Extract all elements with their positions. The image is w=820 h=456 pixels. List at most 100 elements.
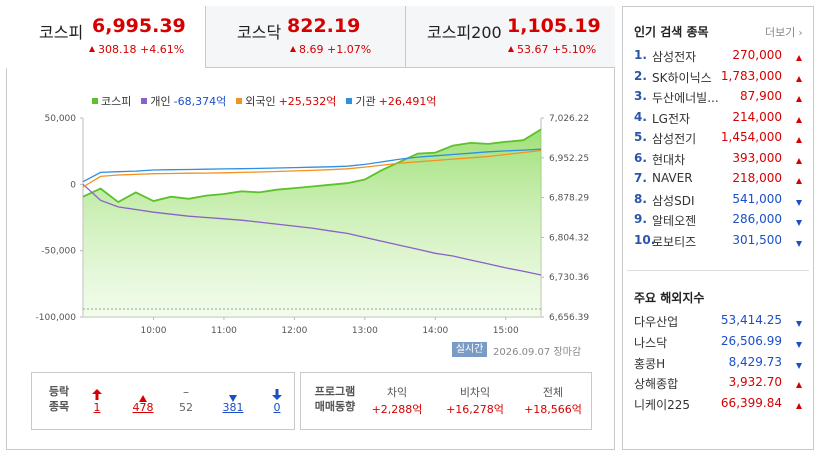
legend-kospi-label: 코스피 <box>101 95 132 108</box>
legend-foreign-swatch <box>236 98 243 104</box>
stock-name[interactable]: 로보티즈 <box>652 234 697 249</box>
tab-kospi200[interactable]: 코스피200 1,105.19 53.67 +5.10% <box>405 6 615 68</box>
overseas-index-row[interactable]: 나스닥 26,506.99 <box>634 331 804 351</box>
x-tick-label: 12:00 <box>281 326 307 336</box>
left-tick-label: 50,000 <box>45 114 77 124</box>
index-price: 26,506.99 <box>720 333 782 348</box>
up-triangle-icon <box>796 116 802 123</box>
down-triangle-icon <box>796 362 802 369</box>
up-triangle-icon <box>796 55 802 61</box>
stock-price: 1,454,000 <box>720 130 782 144</box>
index-name[interactable]: 다우산업 <box>634 315 679 329</box>
stock-price: 1,783,000 <box>720 68 782 83</box>
legend-institution-swatch <box>346 98 353 104</box>
overseas-index-row[interactable]: 다우산업 53,414.25 <box>634 310 804 330</box>
foreign-line <box>82 149 542 188</box>
down-triangle-icon <box>796 321 802 327</box>
up-count[interactable]: 478 <box>132 401 154 414</box>
program-arbitrage-value: +2,288억 <box>371 403 423 416</box>
updown-count-box: 등락 종목 – 1 478 52 381 0 <box>31 372 295 430</box>
program-total-value: +18,566억 <box>524 403 582 416</box>
stock-name[interactable]: 삼성전자 <box>652 50 697 64</box>
unchanged-icon: – <box>183 385 189 399</box>
tab-kospi200-name: 코스피200 <box>427 23 502 42</box>
index-name[interactable]: 니케이225 <box>634 398 691 413</box>
right-tick-label: 7,026.22 <box>549 114 589 124</box>
overseas-index-title: 주요 해외지수 <box>634 291 705 305</box>
stock-price: 393,000 <box>732 150 782 165</box>
tab-kosdaq[interactable]: 코스닥 822.19 8.69 +1.07% <box>205 6 405 68</box>
stock-name[interactable]: LG전자 <box>652 111 691 126</box>
popular-stock-row[interactable]: 4. LG전자 214,000 <box>634 107 804 127</box>
x-tick-label: 13:00 <box>352 326 378 336</box>
kospi-area <box>83 129 541 317</box>
stock-name[interactable]: 삼성SDI <box>652 193 695 208</box>
legend-kospi-swatch <box>92 98 98 104</box>
popular-stock-row[interactable]: 5. 삼성전기 1,454,000 <box>634 127 804 147</box>
stock-name[interactable]: 삼성전기 <box>652 132 697 146</box>
limit-up-count[interactable]: 1 <box>93 401 101 414</box>
stock-name[interactable]: 알테오젠 <box>652 214 697 228</box>
right-tick-label: 6,878.29 <box>549 194 589 204</box>
rank-number: 10. <box>634 232 656 247</box>
overseas-index-row[interactable]: 니케이225 66,399.84 <box>634 393 804 413</box>
rank-number: 2. <box>634 68 647 83</box>
popular-stock-row[interactable]: 10. 로보티즈 301,500 <box>634 230 804 250</box>
stock-name[interactable]: NAVER <box>652 171 693 185</box>
overseas-index-row[interactable]: 홍콩H 8,429.73 <box>634 352 804 372</box>
up-triangle-icon <box>796 157 802 164</box>
index-name[interactable]: 상해종합 <box>634 377 679 392</box>
stock-price: 270,000 <box>732 48 782 62</box>
legend-individual-value: -68,374억 <box>173 95 227 108</box>
divider <box>627 270 809 271</box>
tab-kospi-name: 코스피 <box>39 23 84 42</box>
limit-down-count[interactable]: 0 <box>273 401 281 414</box>
legend-individual-label: 개인 <box>150 95 171 108</box>
tab-kospi[interactable]: 코스피 6,995.39 308.18 +4.61% <box>6 6 205 68</box>
right-tick-label: 6,952.25 <box>549 154 589 164</box>
side-panel <box>622 6 814 450</box>
up-triangle-icon <box>290 46 296 52</box>
tab-kospi-change: 308.18 +4.61% <box>89 43 184 56</box>
stock-name[interactable]: SK하이닉스 <box>652 70 712 85</box>
institution-line <box>82 148 542 183</box>
down-triangle-icon <box>226 387 240 406</box>
legend-foreign-value: +25,532억 <box>278 95 337 108</box>
rank-number: 1. <box>634 48 647 62</box>
popular-stock-row[interactable]: 2. SK하이닉스 1,783,000 <box>634 66 804 86</box>
legend-individual-swatch <box>141 98 148 104</box>
stock-name[interactable]: 두산에너빌... <box>652 91 719 105</box>
tab-kospi-value: 6,995.39 <box>92 15 186 37</box>
popular-stock-row[interactable]: 9. 알테오젠 286,000 <box>634 209 804 229</box>
popular-stock-row[interactable]: 6. 현대차 393,000 <box>634 148 804 168</box>
up-triangle-icon <box>796 75 802 82</box>
index-name[interactable]: 홍콩H <box>634 356 666 371</box>
down-triangle-icon <box>796 199 802 206</box>
rank-number: 6. <box>634 150 647 165</box>
popular-stock-row[interactable]: 7. NAVER 218,000 <box>634 168 804 188</box>
tab-kospi200-value: 1,105.19 <box>507 15 601 37</box>
more-link[interactable]: 더보기 › <box>765 26 803 39</box>
popular-stock-row[interactable]: 1. 삼성전자 270,000 <box>634 45 804 65</box>
tab-kospi200-change: 53.67 +5.10% <box>508 43 596 56</box>
popular-stock-row[interactable]: 8. 삼성SDI 541,000 <box>634 189 804 209</box>
index-price: 3,932.70 <box>728 375 782 390</box>
down-count[interactable]: 381 <box>222 401 244 414</box>
overseas-index-row[interactable]: 상해종합 3,932.70 <box>634 372 804 392</box>
unchanged-count: 52 <box>179 401 193 414</box>
down-triangle-icon <box>796 240 802 247</box>
left-tick-label: -100,000 <box>36 313 77 323</box>
up-triangle-icon <box>796 137 802 143</box>
popular-stock-row[interactable]: 3. 두산에너빌... 87,900 <box>634 86 804 106</box>
program-arbitrage-label: 차익 <box>386 386 408 399</box>
stock-name[interactable]: 현대차 <box>652 152 686 167</box>
index-name[interactable]: 나스닥 <box>634 335 668 350</box>
x-tick-label: 14:00 <box>422 326 448 336</box>
stock-price: 541,000 <box>732 191 782 206</box>
left-tick-label: 0 <box>70 180 76 190</box>
x-tick-label: 15:00 <box>493 326 519 336</box>
program-label: 프로그램 매매동향 <box>314 385 356 413</box>
right-tick-label: 6,656.39 <box>549 313 589 323</box>
up-triangle-icon <box>136 387 150 406</box>
up-triangle-icon <box>89 46 95 52</box>
